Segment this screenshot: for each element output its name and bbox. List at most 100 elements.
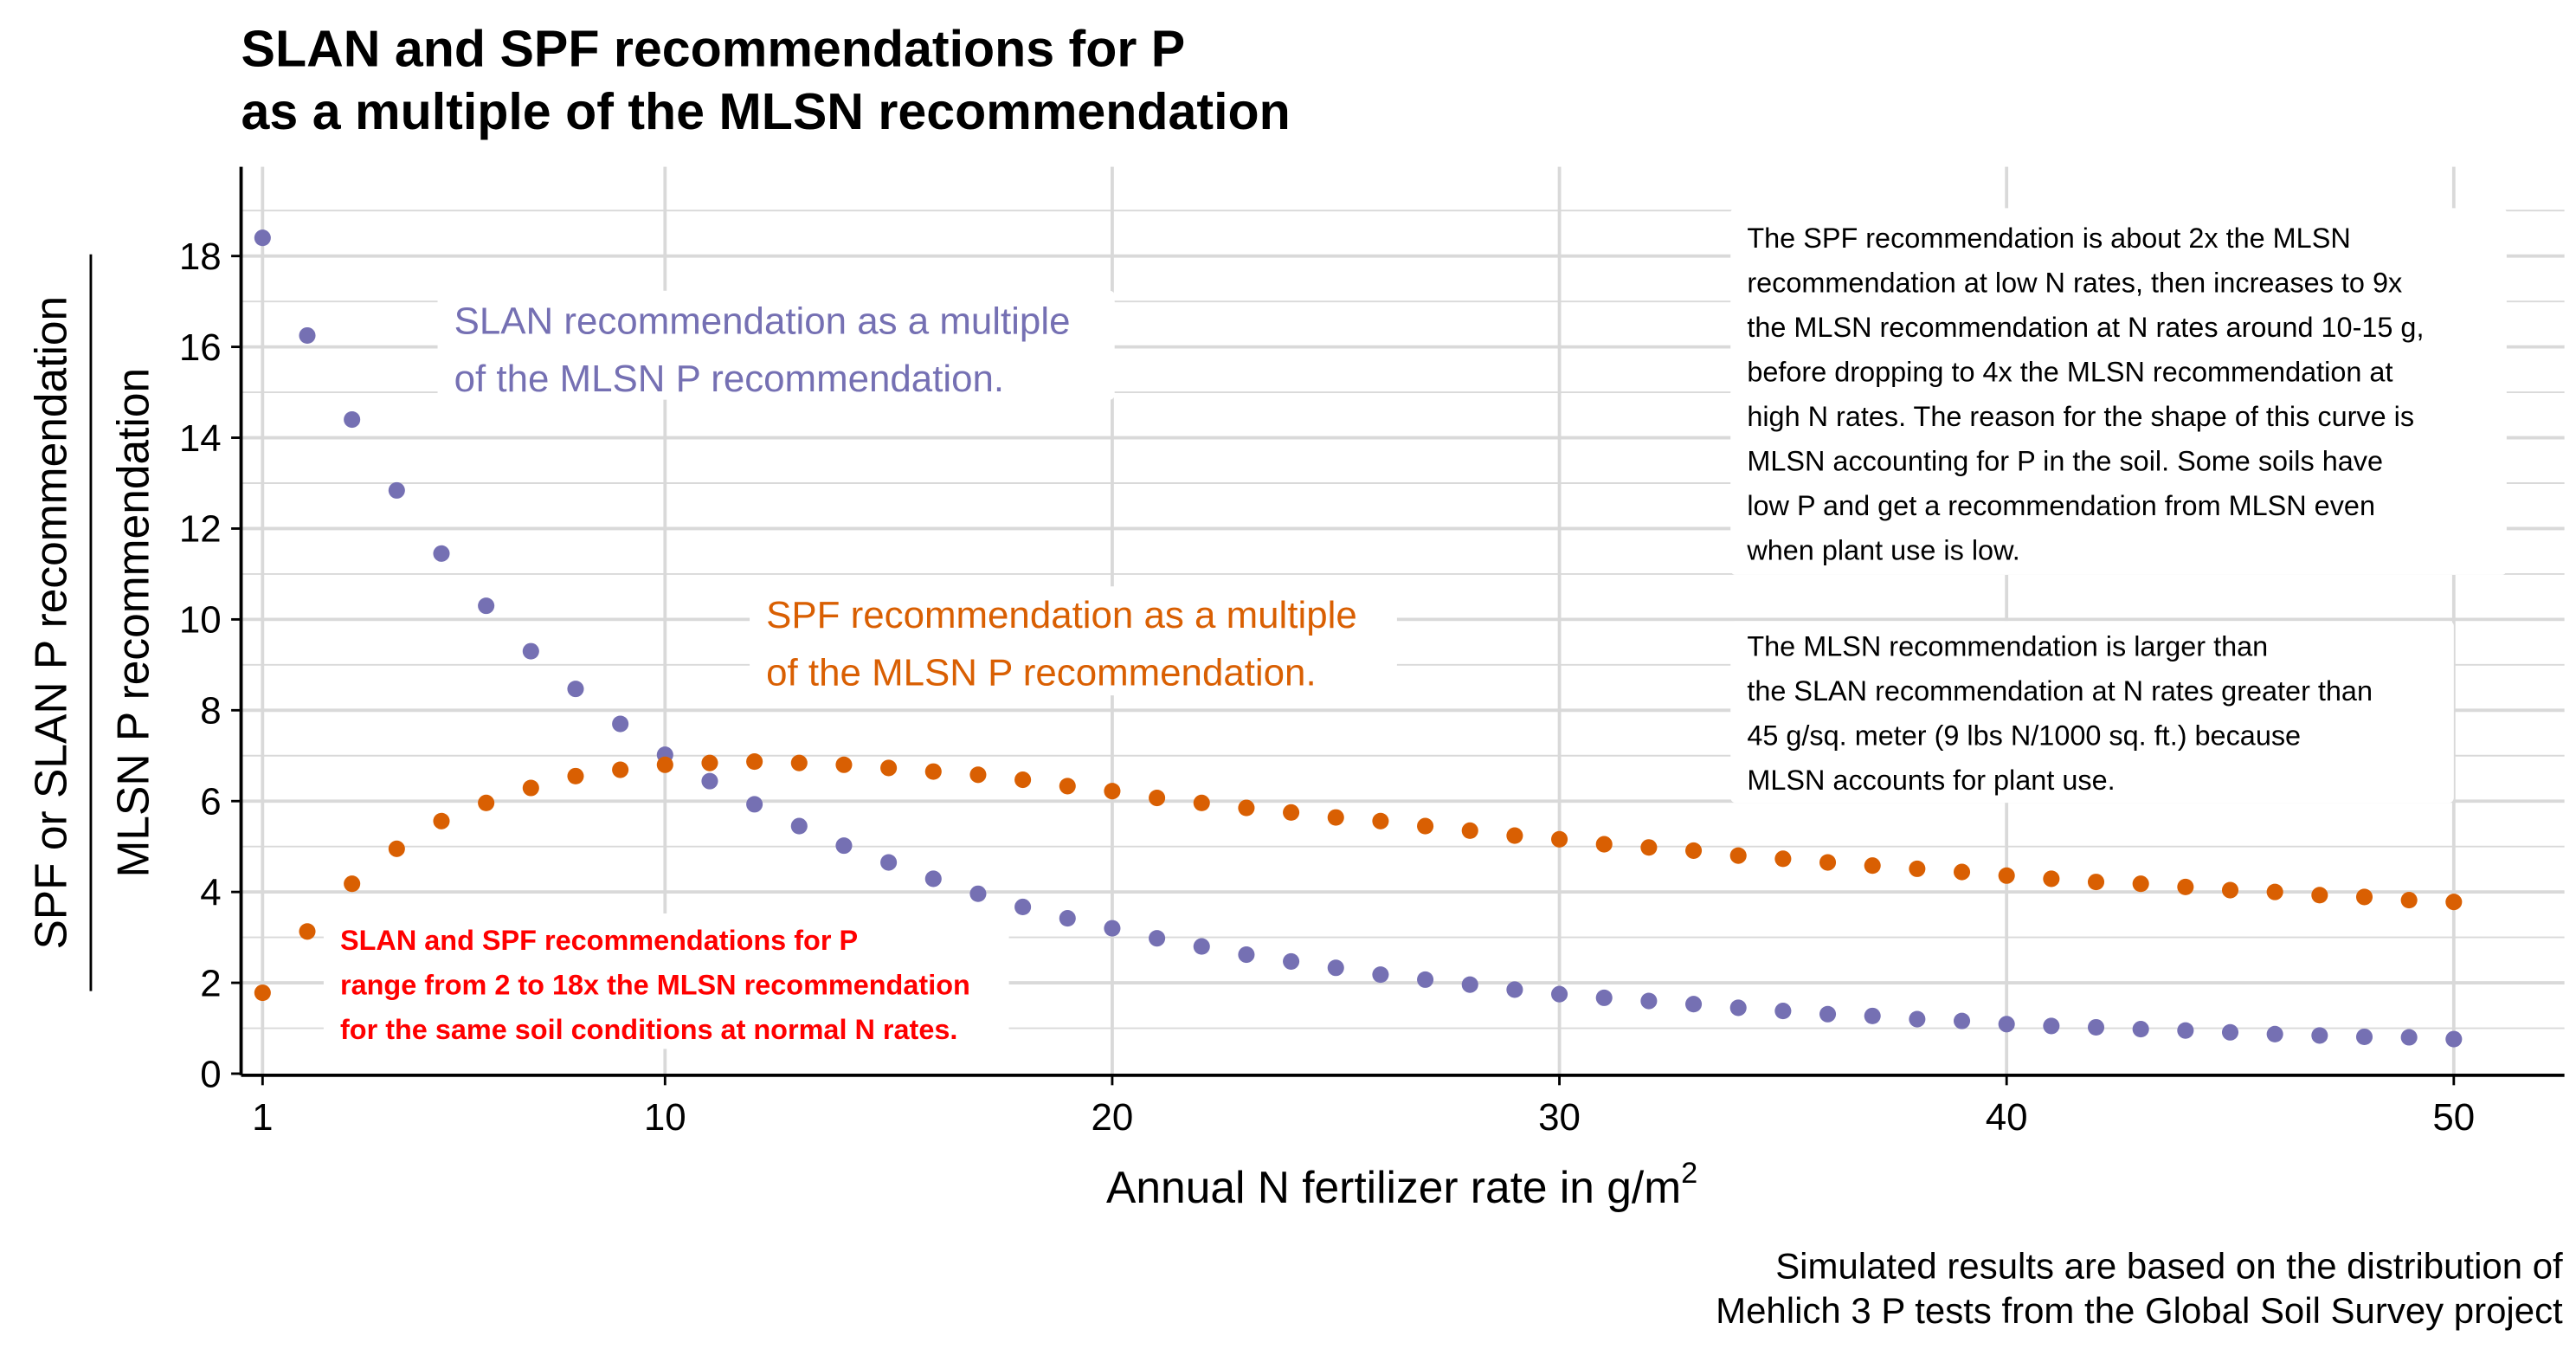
spf-note-line: before dropping to 4x the MLSN recommend… (1747, 357, 2392, 388)
range-note-background (323, 913, 1009, 1049)
y-tick-label: 12 (179, 508, 222, 551)
spf-point (880, 759, 898, 777)
y-tick-label: 16 (179, 326, 222, 369)
spf-point (433, 812, 450, 829)
mlsn-note-line: MLSN accounts for plant use. (1747, 765, 2115, 796)
slan-point (1551, 985, 1568, 1003)
x-tick-label: 40 (1986, 1096, 2028, 1139)
slan-point (1372, 966, 1389, 984)
slan-point (969, 885, 987, 902)
slan-point (880, 854, 898, 871)
spf-point (1149, 790, 1166, 807)
spf-point (1104, 783, 1121, 800)
spf-note-line: The SPF recommendation is about 2x the M… (1747, 223, 2350, 254)
x-tick-label: 10 (644, 1096, 686, 1139)
spf-point (1417, 817, 1434, 835)
spf-note-line: when plant use is low. (1746, 535, 2019, 566)
spf-point (1283, 804, 1300, 821)
slan-point (1327, 959, 1344, 977)
caption-line-2: Mehlich 3 P tests from the Global Soil S… (1716, 1290, 2563, 1331)
spf-point (2266, 883, 2283, 900)
chart-title-line-2: as a multiple of the MLSN recommendation (242, 82, 1291, 140)
slan-point (790, 817, 808, 835)
axes (239, 166, 2565, 1077)
spf-point (2221, 881, 2239, 899)
spf-point (2445, 894, 2463, 911)
slan-point (1506, 981, 1523, 998)
spf-point (656, 756, 673, 773)
slan-point (433, 545, 450, 562)
spf-point (567, 767, 584, 784)
slan-point (1149, 930, 1166, 947)
slan-point (388, 481, 405, 499)
spf-point (344, 875, 361, 893)
spf-point (612, 761, 629, 778)
x-axis-label-text: Annual N fertilizer rate in g/m (1106, 1162, 1681, 1212)
spf-point (2355, 888, 2373, 906)
y-axis-label: SPF or SLAN P recommendation MLSN P reco… (25, 254, 158, 991)
spf-point (1193, 794, 1210, 811)
spf-note-line: MLSN accounting for P in the soil. Some … (1747, 446, 2383, 477)
slan-label-line: of the MLSN P recommendation. (454, 358, 1004, 400)
spf-point (2043, 870, 2060, 888)
slan-point (1595, 989, 1613, 1006)
data-points (254, 229, 2463, 1048)
slan-point (1640, 992, 1658, 1010)
slan-point (2266, 1025, 2283, 1042)
slan-point (567, 681, 584, 698)
slan-point (924, 870, 942, 888)
slan-point (612, 715, 629, 733)
slan-point (1909, 1010, 1926, 1028)
spf-note-line: high N rates. The reason for the shape o… (1747, 401, 2414, 432)
spf-point (1819, 854, 1837, 871)
mlsn-note-line: The MLSN recommendation is larger than (1747, 630, 2268, 662)
chart-title-line-1: SLAN and SPF recommendations for P (242, 19, 1186, 77)
spf-point (1998, 867, 2015, 884)
slan-point (2177, 1022, 2194, 1039)
slan-label-background (437, 290, 1115, 400)
spf-point (1506, 827, 1523, 844)
spf-point (1461, 822, 1478, 839)
spf-point (1059, 778, 1076, 795)
slan-point (478, 597, 495, 615)
spf-point (1238, 799, 1255, 816)
y-tick-label: 14 (179, 417, 222, 460)
range-note-line: SLAN and SPF recommendations for P (340, 925, 858, 956)
annotations: SLAN recommendation as a multiple of the … (340, 223, 2424, 1045)
spf-label-line: of the MLSN P recommendation. (766, 652, 1316, 694)
ticks: 1 10 20 30 40 50 0 2 4 6 8 10 12 14 16 18 (179, 236, 2475, 1139)
mlsn-note-line: the SLAN recommendation at N rates great… (1747, 675, 2373, 707)
slan-point (1864, 1007, 1881, 1024)
spf-point (746, 753, 763, 771)
slan-point (1059, 910, 1076, 927)
spf-point (790, 754, 808, 771)
spf-point (1640, 839, 1658, 856)
spf-point (1953, 863, 1971, 881)
slan-point (254, 229, 271, 247)
slan-point (344, 411, 361, 429)
y-axis-label-numerator: SPF or SLAN P recommendation (25, 296, 75, 950)
mlsn-note-line: 45 g/sq. meter (9 lbs N/1000 sq. ft.) be… (1747, 720, 2301, 751)
range-note-line: range from 2 to 18x the MLSN recommendat… (340, 969, 970, 1000)
spf-label-line: SPF recommendation as a multiple (766, 594, 1357, 636)
slan-point (746, 796, 763, 813)
slan-point (1193, 938, 1210, 955)
y-tick-label: 4 (200, 871, 221, 913)
y-tick-label: 8 (200, 690, 221, 733)
x-tick-label: 20 (1092, 1096, 1134, 1139)
slan-label-line: SLAN recommendation as a multiple (454, 300, 1071, 342)
spf-point (2311, 887, 2328, 904)
slan-point (299, 326, 316, 345)
spf-point (1729, 847, 1747, 864)
slan-point (1238, 946, 1255, 964)
spf-point (1372, 812, 1389, 829)
spf-point (2177, 878, 2194, 895)
slan-point (1953, 1012, 1971, 1030)
slan-point (1014, 898, 1032, 915)
slan-point (2132, 1021, 2149, 1038)
slan-point (2311, 1027, 2328, 1044)
spf-note-line: low P and get a recommendation from MLSN… (1747, 490, 2375, 521)
spf-point (701, 754, 718, 771)
spf-label-background (750, 586, 1397, 696)
